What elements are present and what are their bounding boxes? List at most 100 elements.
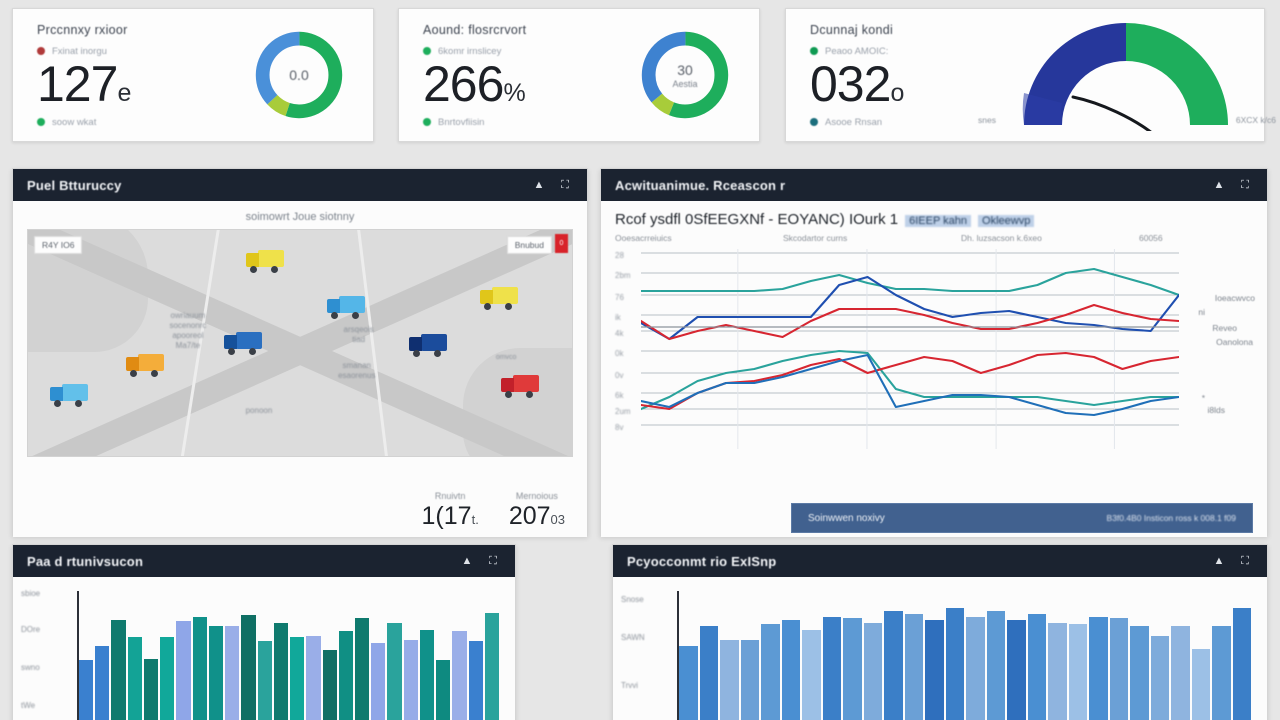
line-chart-svg <box>641 249 1179 449</box>
map-chip-top-left[interactable]: R4Y IO6 <box>34 236 83 254</box>
bar[interactable] <box>241 615 256 720</box>
bar[interactable] <box>322 650 337 720</box>
map-truck-marker[interactable] <box>479 286 518 311</box>
bar[interactable] <box>822 616 841 720</box>
bar[interactable] <box>986 611 1005 720</box>
map-chip-top-right[interactable]: Bnubud <box>506 236 552 254</box>
bar[interactable] <box>371 642 386 720</box>
map-truck-marker[interactable] <box>125 354 164 378</box>
bar[interactable] <box>1150 635 1169 720</box>
chevron-up-icon[interactable]: ▲ <box>1213 179 1225 191</box>
bar[interactable] <box>257 641 272 720</box>
chevron-up-icon[interactable]: ▲ <box>1213 555 1225 567</box>
bar[interactable] <box>484 612 500 720</box>
kpi-card-2[interactable]: Aound: flosrcrvort 6komr irnslicey 266% … <box>398 8 760 142</box>
bar[interactable] <box>403 639 418 720</box>
line-chart-heading: Rcof ysdfl 0SfEEGXNf - EOYANC) IOurk 1 6… <box>615 211 1257 228</box>
bar[interactable] <box>720 639 739 720</box>
bar[interactable] <box>290 637 305 720</box>
bar[interactable] <box>699 625 718 720</box>
line-chart-chip-2[interactable]: Okleewvp <box>978 215 1035 227</box>
kpi-card-2-value-row: 266% <box>423 58 637 110</box>
bar[interactable] <box>354 618 370 720</box>
expand-icon[interactable]: ⛶ <box>1241 554 1249 567</box>
map-truck-marker[interactable] <box>501 374 540 399</box>
bar[interactable] <box>338 631 353 720</box>
bar[interactable] <box>904 614 923 720</box>
bar[interactable] <box>843 618 862 720</box>
bar[interactable] <box>208 625 224 720</box>
bar[interactable] <box>79 660 94 720</box>
kpi-card-1[interactable]: Prccnnxy rxioor Fxinat inorgu 127e soow … <box>12 8 374 142</box>
bar[interactable] <box>127 637 142 720</box>
bar[interactable] <box>863 622 882 720</box>
kpi-card-3[interactable]: Dcunnaj kondi Peaoo AMOIC: 032o Asooe Rn… <box>785 8 1276 142</box>
bar[interactable] <box>306 635 321 720</box>
bar[interactable] <box>95 645 110 720</box>
bar[interactable] <box>468 641 483 720</box>
bar[interactable] <box>436 660 451 720</box>
bar[interactable] <box>761 624 780 720</box>
bar[interactable] <box>884 611 903 720</box>
bar[interactable] <box>1232 608 1251 720</box>
bar[interactable] <box>781 619 800 720</box>
bar[interactable] <box>1089 616 1108 720</box>
bar[interactable] <box>966 616 985 720</box>
map-truck-marker[interactable] <box>49 383 88 408</box>
kpi-card-1-value-row: 127e <box>37 55 251 112</box>
bar[interactable] <box>1212 625 1231 720</box>
bar[interactable] <box>740 639 759 720</box>
bar[interactable] <box>419 629 435 720</box>
expand-icon[interactable]: ⛶ <box>1241 178 1249 191</box>
bar[interactable] <box>176 621 191 720</box>
bar[interactable] <box>452 631 467 720</box>
bar[interactable] <box>925 619 944 720</box>
bar-right-ytick: Snose <box>621 595 644 604</box>
line-chart-ytick: ik <box>615 313 621 322</box>
chevron-up-icon[interactable]: ▲ <box>533 179 545 191</box>
bar[interactable] <box>143 658 159 720</box>
bar[interactable] <box>1048 622 1067 720</box>
kpi-card-1-footer: soow wkat <box>52 116 97 128</box>
kpi-card-2-unit: % <box>503 78 526 107</box>
map-stat-1-value: 1(17 <box>421 502 472 530</box>
map-truck-marker[interactable] <box>327 295 366 320</box>
bar[interactable] <box>1007 619 1026 720</box>
bar[interactable] <box>192 616 207 720</box>
bar[interactable] <box>111 619 126 720</box>
donut-chart-1: 0.0 <box>251 27 347 123</box>
bar[interactable] <box>225 625 240 720</box>
map-truck-marker[interactable] <box>408 333 447 358</box>
bar[interactable] <box>1109 618 1128 720</box>
bar[interactable] <box>273 622 289 720</box>
map-caption: soimowrt Joue siotnny <box>245 211 355 223</box>
line-chart-chip-1[interactable]: 6IEEP kahn <box>905 215 972 227</box>
bar[interactable] <box>1130 625 1149 720</box>
bar[interactable] <box>1171 625 1190 720</box>
chevron-up-icon[interactable]: ▲ <box>461 555 473 567</box>
status-dot-icon <box>810 47 818 55</box>
kpi-card-1-viz: 0.0 <box>251 27 373 123</box>
map-truck-marker[interactable] <box>245 250 284 274</box>
bar[interactable] <box>945 608 964 720</box>
status-dot-icon <box>810 118 818 126</box>
bar-chart-left-plot[interactable]: sbioe DOre swno tWe <box>19 585 505 720</box>
bar[interactable] <box>679 645 698 720</box>
map-truck-marker[interactable] <box>223 331 262 356</box>
bar[interactable] <box>802 629 821 720</box>
bar[interactable] <box>160 637 175 720</box>
bar[interactable] <box>1068 624 1087 720</box>
bar-chart-left-bars <box>77 591 500 720</box>
kpi-card-1-value: 127 <box>37 55 118 112</box>
kpi-card-3-value: 032 <box>810 55 891 112</box>
fleet-map[interactable]: R4Y IO6 Bnubud 0 owriauum socenonrc apoore… <box>27 229 573 457</box>
bar[interactable] <box>1191 648 1210 720</box>
map-alert-badge[interactable]: 0 <box>555 234 568 253</box>
line-chart-plot[interactable]: 28 2bm 76 ik 4k 0k 0v 6k 2um 8v Ioeacwvc… <box>615 249 1257 449</box>
bar[interactable] <box>1027 614 1046 720</box>
line-chart-banner[interactable]: Soinwwen noxivy B3f0.4B0 Insticon ross k… <box>791 503 1253 533</box>
bar-chart-right-plot[interactable]: Snose SAWN Trvvi <box>619 585 1257 720</box>
expand-icon[interactable]: ⛶ <box>561 178 569 191</box>
expand-icon[interactable]: ⛶ <box>489 554 497 567</box>
bar[interactable] <box>387 622 402 720</box>
